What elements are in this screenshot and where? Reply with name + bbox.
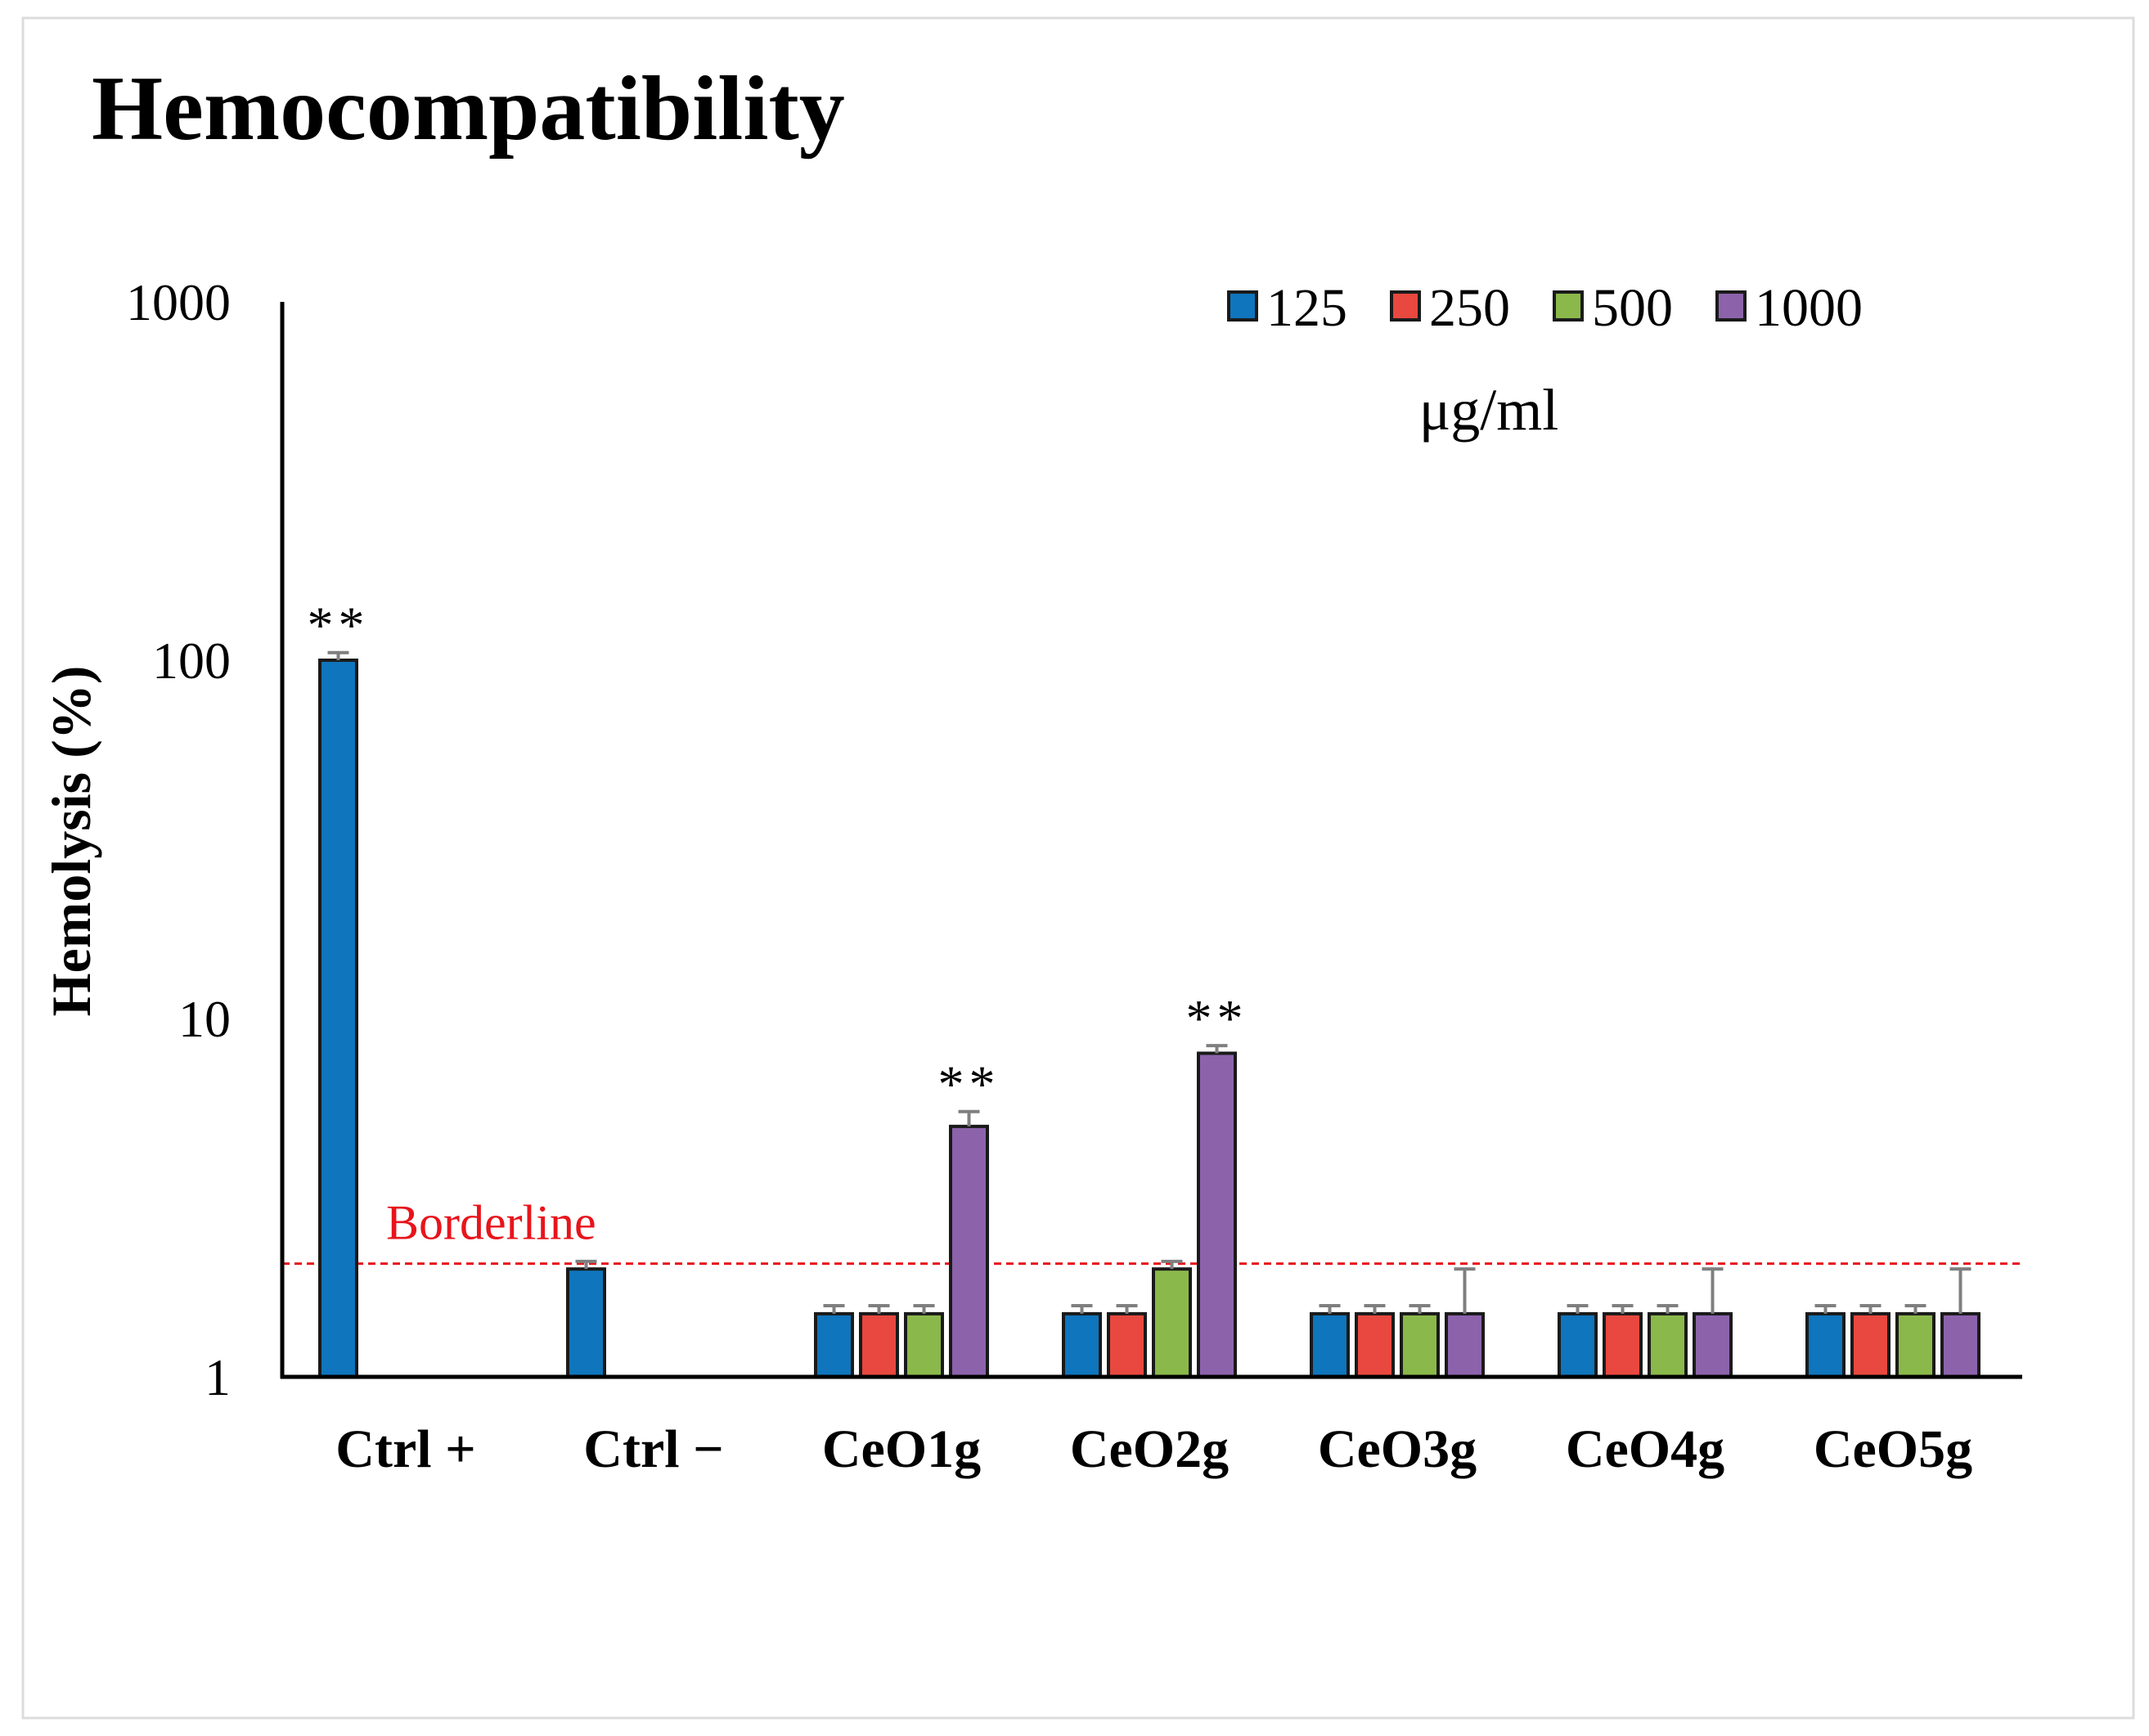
legend-entry-250: 250 <box>1390 278 1510 338</box>
bar-CeO3g-500 <box>1400 1311 1440 1379</box>
legend-label: 1000 <box>1755 278 1863 338</box>
bar-CeO1g-1000 <box>949 1124 989 1379</box>
legend-entry-125: 125 <box>1227 278 1347 338</box>
legend-swatch <box>1390 290 1421 322</box>
borderline-label: Borderline <box>386 1196 596 1250</box>
x-tick-label: CeO3g <box>1318 1419 1477 1479</box>
legend-label: 125 <box>1266 278 1347 338</box>
y-tick-label: 1 <box>205 1348 231 1406</box>
x-tick-label: Ctrl − <box>583 1419 723 1479</box>
bar-CeO5g-1000 <box>1940 1311 1980 1379</box>
bar-CeO5g-250 <box>1850 1311 1890 1379</box>
bar-CeO2g-500 <box>1152 1267 1192 1378</box>
bar-Ctrl −-125 <box>566 1267 606 1378</box>
bar-CeO2g-1000 <box>1197 1051 1237 1378</box>
x-tick-label: CeO5g <box>1814 1419 1972 1479</box>
legend-entry-1000: 1000 <box>1715 278 1863 338</box>
legend-swatch <box>1715 290 1747 322</box>
legend-label: 500 <box>1592 278 1673 338</box>
bar-CeO4g-500 <box>1648 1311 1688 1379</box>
legend-swatch <box>1553 290 1584 322</box>
bar-CeO1g-250 <box>859 1311 899 1379</box>
significance-marker: ** <box>308 596 370 654</box>
y-tick-label: 1000 <box>126 273 231 331</box>
bar-CeO3g-125 <box>1310 1311 1350 1379</box>
legend-entry-500: 500 <box>1553 278 1673 338</box>
bar-CeO3g-250 <box>1355 1311 1395 1379</box>
bar-CeO5g-500 <box>1895 1311 1935 1379</box>
x-tick-label: CeO1g <box>822 1419 981 1479</box>
significance-marker: ** <box>1186 989 1248 1047</box>
legend-swatch <box>1227 290 1258 322</box>
x-tick-label: CeO2g <box>1070 1419 1229 1479</box>
bar-CeO2g-125 <box>1062 1311 1102 1379</box>
bar-CeO4g-1000 <box>1693 1311 1733 1379</box>
y-axis-label: Hemolysis (%) <box>40 666 102 1017</box>
bar-CeO3g-1000 <box>1445 1311 1485 1379</box>
bar-Ctrl +-125 <box>318 659 358 1378</box>
y-tick-label: 10 <box>178 990 231 1048</box>
legend-unit-label: μg/ml <box>1419 377 1559 443</box>
bar-CeO1g-500 <box>904 1311 944 1379</box>
legend-label: 250 <box>1429 278 1510 338</box>
x-tick-label: Ctrl + <box>335 1419 475 1479</box>
y-tick-label: 100 <box>152 632 231 690</box>
figure-border <box>21 16 2135 1720</box>
bar-CeO5g-125 <box>1805 1311 1846 1379</box>
bar-CeO4g-125 <box>1558 1311 1598 1379</box>
significance-marker: ** <box>938 1055 1000 1113</box>
bar-CeO4g-250 <box>1603 1311 1643 1379</box>
bar-CeO2g-250 <box>1107 1311 1147 1379</box>
x-tick-label: CeO4g <box>1566 1419 1724 1479</box>
chart-title: Hemocompatibility <box>92 58 845 160</box>
bar-CeO1g-125 <box>814 1311 854 1379</box>
